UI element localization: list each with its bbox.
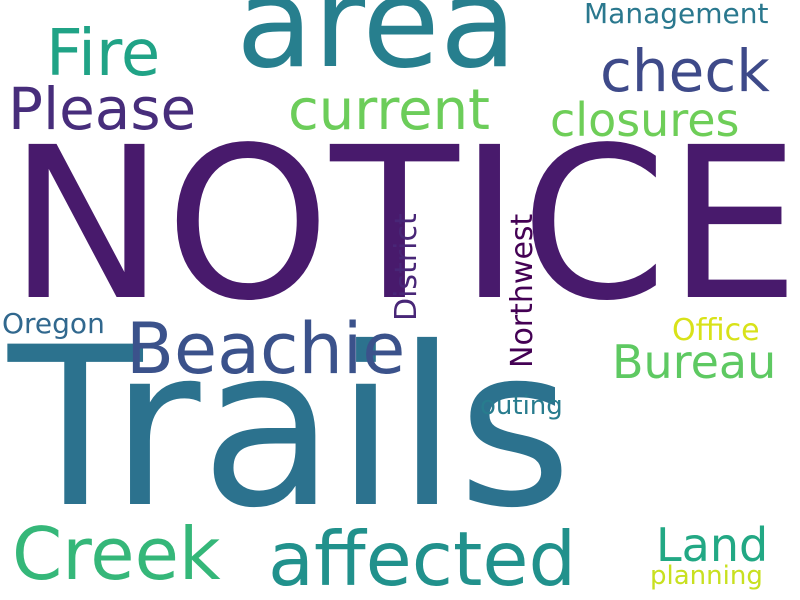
- word-check: check: [600, 37, 770, 105]
- word-area: area: [236, 0, 517, 96]
- word-bureau: Bureau: [612, 335, 777, 389]
- word-fire: Fire: [46, 17, 161, 91]
- word-outing: outing: [480, 391, 563, 421]
- word-closures: closures: [550, 93, 740, 147]
- word-trails: Trails: [8, 300, 573, 556]
- word-land: Land: [656, 518, 769, 572]
- word-beachie: Beachie: [126, 308, 406, 390]
- word-please: Please: [8, 75, 197, 143]
- word-creek: Creek: [12, 512, 221, 596]
- word-district: District: [389, 213, 424, 321]
- word-oregon: Oregon: [2, 307, 105, 340]
- word-northwest: Northwest: [505, 213, 540, 368]
- word-notice: NOTICE: [8, 102, 800, 347]
- word-office: Office: [672, 313, 760, 348]
- word-planning: planning: [650, 561, 763, 591]
- word-management: Management: [584, 0, 769, 30]
- word-affected: affected: [268, 515, 577, 600]
- word-current: current: [288, 78, 491, 143]
